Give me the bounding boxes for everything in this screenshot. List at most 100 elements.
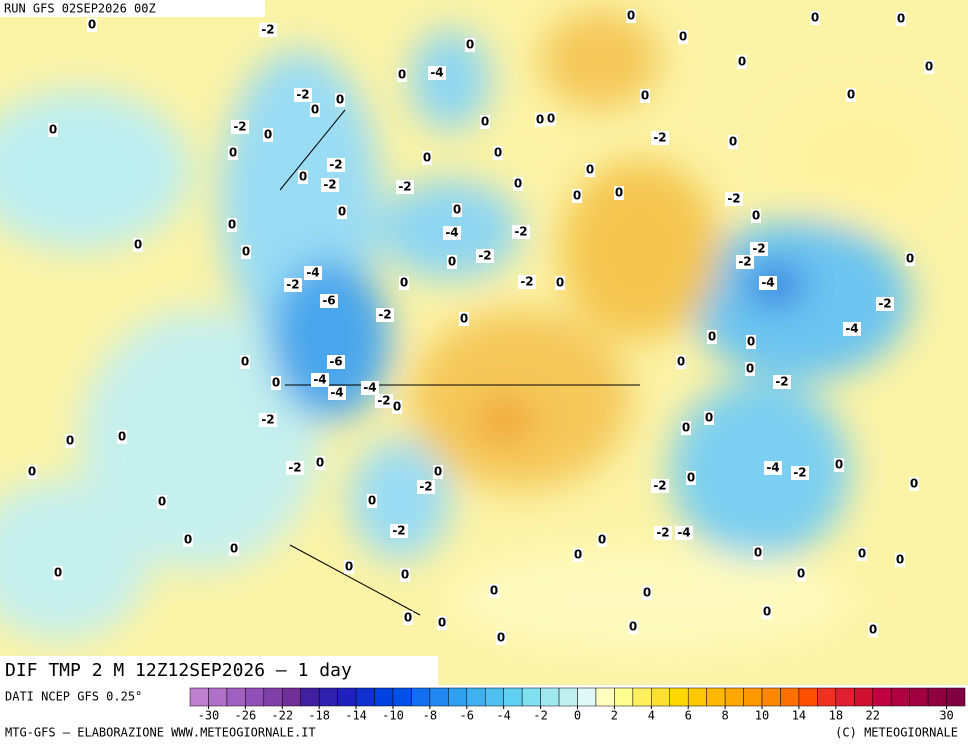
contour-label-bg [614, 186, 624, 200]
colorbar-swatch [817, 687, 837, 707]
contour-label-bg [626, 9, 636, 23]
contour-label-bg [229, 542, 239, 556]
contour-label: -4 [766, 461, 779, 475]
contour-label: -2 [377, 394, 390, 408]
contour-label-bg [157, 495, 167, 509]
contour-label-bg [480, 115, 490, 129]
contour-label: -2 [296, 88, 309, 102]
contour-label-bg [403, 611, 413, 625]
contour-label-bg [437, 616, 447, 630]
contour-label: 0 [906, 252, 914, 266]
data-source: DATI NCEP GFS 0.25° [5, 690, 142, 704]
contour-label-bg [259, 23, 277, 37]
contour-label-bg [240, 355, 250, 369]
contour-label-bg [320, 294, 338, 308]
contour-label: -2 [520, 275, 533, 289]
footer-right: (C) METEOGIORNALE [835, 726, 958, 740]
colorbar-tick-label: -2 [533, 709, 547, 723]
contour-label-bg [443, 226, 461, 240]
contour-label-bg [399, 276, 409, 290]
contour-label: 0 [752, 209, 760, 223]
contour-label: 0 [158, 495, 166, 509]
contour-label-bg [737, 55, 747, 69]
contour-label-bg [846, 88, 856, 102]
contour-label: 0 [598, 533, 606, 547]
contour-label-bg [392, 400, 402, 414]
contour-label-bg [707, 330, 717, 344]
contour-label-bg [640, 89, 650, 103]
contour-label: 0 [345, 560, 353, 574]
colorbar-swatch [226, 687, 246, 707]
colorbar-tick-label: 8 [722, 709, 729, 723]
contour-label: 0 [708, 330, 716, 344]
contour-label: 0 [643, 586, 651, 600]
colorbar-tick-label: 0 [574, 709, 581, 723]
contour-label-bg [133, 238, 143, 252]
contour-label-bg [433, 465, 443, 479]
contour-label: 0 [338, 205, 346, 219]
contour-label: 0 [66, 434, 74, 448]
colorbar-swatch [484, 687, 504, 707]
contour-label-bg [762, 605, 772, 619]
contour-label-bg [53, 566, 63, 580]
colorbar: -30 -26 -22 -18 -14 -10 -8 -6 -4 -2 0 2 4 6 8 10 14 18 22 3… [189, 687, 966, 723]
colorbar-swatch [780, 687, 800, 707]
colorbar-swatch [355, 687, 375, 707]
contour-label: -4 [845, 322, 858, 336]
colorbar-swatch [761, 687, 781, 707]
colorbar-swatch [854, 687, 873, 707]
contour-label: -4 [313, 373, 326, 387]
contour-label-bg [746, 335, 756, 349]
contour-label-bg [675, 526, 693, 540]
temperature-shading [0, 10, 940, 650]
contour-label: 0 [88, 18, 96, 32]
contour-label: 0 [811, 11, 819, 25]
contour-label: -2 [233, 120, 246, 134]
contour-label-bg [367, 494, 377, 508]
colorbar-tick-label: 4 [648, 709, 655, 723]
contour-label: 0 [316, 456, 324, 470]
colorbar-tick-label: 22 [866, 709, 880, 723]
contour-label: 0 [497, 631, 505, 645]
contour-label: 0 [615, 186, 623, 200]
contour-label-bg [327, 355, 345, 369]
colorbar-tick-label: -10 [382, 709, 404, 723]
contour-label-bg [924, 60, 934, 74]
colorbar-swatch [632, 687, 652, 707]
contour-label-bg [681, 421, 691, 435]
contour-label: 0 [797, 567, 805, 581]
contour-label: -4 [430, 66, 443, 80]
contour-label-bg [857, 547, 867, 561]
contour-label-bg [518, 275, 536, 289]
contour-label-bg [810, 11, 820, 25]
contour-label-bg [117, 430, 127, 444]
contour-label-bg [796, 567, 806, 581]
colorbar-swatch [577, 687, 597, 707]
contour-label: -2 [514, 225, 527, 239]
contour-label: -2 [656, 526, 669, 540]
contour-label: -2 [392, 524, 405, 538]
contour-label-bg [834, 458, 844, 472]
contour-label-bg [337, 205, 347, 219]
contour-label: 0 [573, 189, 581, 203]
colorbar-swatch [558, 687, 578, 707]
field-title-box [0, 656, 438, 686]
contour-label-bg [311, 373, 329, 387]
contour-label: 0 [763, 605, 771, 619]
contour-label-bg [321, 178, 339, 192]
contour-label-bg [294, 88, 312, 102]
contour-label-bg [895, 553, 905, 567]
contour-label: 0 [438, 616, 446, 630]
contour-label-bg [396, 180, 414, 194]
contour-label-bg [183, 533, 193, 547]
colorbar-swatch [687, 687, 707, 707]
contour-label-bg [476, 249, 494, 263]
contour-label: -4 [363, 381, 376, 395]
contour-label-bg [678, 30, 688, 44]
colorbar-swatch [245, 687, 265, 707]
contour-label: 0 [49, 123, 57, 137]
contour-label: 0 [536, 113, 544, 127]
contour-label: 0 [514, 177, 522, 191]
contour-label: 0 [466, 38, 474, 52]
contour-label: 0 [705, 411, 713, 425]
